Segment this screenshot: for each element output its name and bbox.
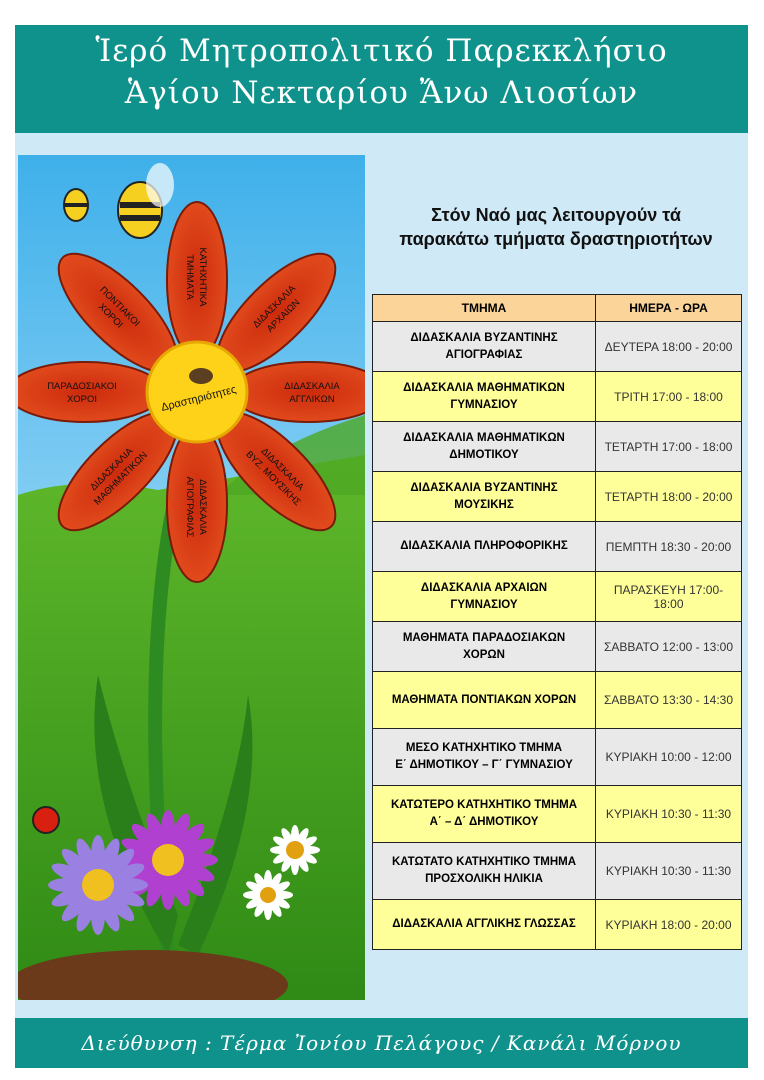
leaf (178, 695, 253, 955)
class-name-cell: ΔΙΔΑΣΚΑΛΙΑ ΜΑΘΗΜΑΤΙΚΩΝ ΓΥΜΝΑΣΙΟΥ (372, 371, 596, 422)
address-footer: Διεύθυνση : Τέρμα Ἰονίου Πελάγους / Κανά… (15, 1018, 748, 1068)
flower-center: Δραστηριότητες (145, 340, 249, 444)
column-header: ΤΜΗΜΑ (372, 294, 596, 322)
schedule-cell: ΣΑΒΒΑΤΟ 13:30 - 14:30 (595, 671, 742, 729)
petal-label: ΤΜΗΜΑΤΑ (184, 254, 195, 300)
schedule-cell: ΤΕΤΑΡΤΗ 17:00 - 18:00 (595, 421, 742, 472)
schedule-cell: ΤΡΙΤΗ 17:00 - 18:00 (595, 371, 742, 422)
class-name-line: Α΄ – Δ΄ ΔΗΜΟΤΙΚΟΥ (429, 816, 539, 828)
class-name-line: ΔΙΔΑΣΚΑΛΙΑ ΑΓΓΛΙΚΗΣ ΓΛΩΣΣΑΣ (392, 918, 576, 930)
bee-icon (189, 368, 213, 384)
class-name-line: ΑΓΙΟΓΡΑΦΙΑΣ (445, 348, 523, 361)
schedule-cell: ΚΥΡΙΑΚΗ 10:30 - 11:30 (595, 842, 742, 900)
class-name-line: ΜΑΘΗΜΑΤΑ ΠΟΝΤΙΑΚΩΝ ΧΟΡΩΝ (391, 693, 577, 706)
class-name-line: ΜΕΣΟ ΚΑΤΗΧΗΤΙΚΟ ΤΜΗΜΑ (405, 742, 563, 754)
class-name-cell: ΜΑΘΗΜΑΤΑ ΠΟΝΤΙΑΚΩΝ ΧΟΡΩΝ (372, 671, 596, 729)
heading-line-1: Στόν Ναό μας λειτουργούν τά (431, 205, 681, 225)
class-name-cell: ΔΙΔΑΣΚΑΛΙΑ ΑΓΓΛΙΚΗΣ ΓΛΩΣΣΑΣ (372, 899, 596, 950)
title-line-1: Ἱερό Μητροπολιτικό Παρεκκλήσιο (95, 33, 668, 69)
class-name-line: ΜΑΘΗΜΑΤΑ ΠΑΡΑΔΟΣΙΑΚΩΝ (402, 631, 566, 644)
schedule-cell: ΚΥΡΙΑΚΗ 10:00 - 12:00 (595, 728, 742, 786)
title-banner: Ἱερό Μητροπολιτικό Παρεκκλήσιο Ἁγίου Νεκ… (15, 25, 748, 133)
heading-line-2: παρακάτω τμήματα δραστηριοτήτων (399, 229, 713, 249)
table-row: ΜΑΘΗΜΑΤΑ ΠΟΝΤΙΑΚΩΝ ΧΟΡΩΝ ΣΑΒΒΑΤΟ 13:30 - … (372, 671, 742, 729)
bee-icon (63, 188, 89, 222)
class-name-line: ΔΙΔΑΣΚΑΛΙΑ ΒΥΖΑΝΤΙΝΗΣ (410, 331, 558, 344)
class-name-cell: ΜΕΣΟ ΚΑΤΗΧΗΤΙΚΟ ΤΜΗΜΑ Ε΄ ΔΗΜΟΤΙΚΟΥ – Γ΄ Γ… (372, 728, 596, 786)
class-name-line: ΔΙΔΑΣΚΑΛΙΑ ΒΥΖΑΝΤΙΝΗΣ (410, 481, 558, 494)
class-name-line: ΓΥΜΝΑΣΙΟΥ (450, 398, 518, 411)
table-row: ΚΑΤΩΤΑΤΟ ΚΑΤΗΧΗΤΙΚΟ ΤΜΗΜΑ ΠΡΟΣΧΟΛΙΚΗ ΗΛΙΚ… (372, 842, 742, 900)
schedule-table: ΤΜΗΜΑ ΗΜΕΡΑ - ΩΡΑ ΔΙΔΑΣΚΑΛΙΑ ΒΥΖΑΝΤΙΝΗΣ Α… (372, 294, 742, 950)
class-name-cell: ΔΙΔΑΣΚΑΛΙΑ ΒΥΖΑΝΤΙΝΗΣ ΜΟΥΣΙΚΗΣ (372, 471, 596, 522)
class-name-cell: ΚΑΤΩΤΕΡΟ ΚΑΤΗΧΗΤΙΚΟ ΤΜΗΜΑ Α΄ – Δ΄ ΔΗΜΟΤΙΚ… (372, 785, 596, 843)
white-daisy (243, 870, 293, 920)
class-name-line: ΜΟΥΣΙΚΗΣ (454, 498, 514, 511)
petal-label: ΔΙΔΑΣΚΑΛΙΑ (197, 479, 208, 535)
class-name-cell: ΜΑΘΗΜΑΤΑ ΠΑΡΑΔΟΣΙΑΚΩΝ ΧΟΡΩΝ (372, 621, 596, 672)
petal: ΔΙΔΑΣΚΑΛΙΑ ΑΓΓΛΙΚΩΝ (230, 361, 365, 423)
table-row: ΔΙΔΑΣΚΑΛΙΑ ΜΑΘΗΜΑΤΙΚΩΝ ΓΥΜΝΑΣΙΟΥ ΤΡΙΤΗ 17:… (372, 371, 742, 422)
class-name-cell: ΔΙΔΑΣΚΑΛΙΑ ΑΡΧΑΙΩΝ ΓΥΜΝΑΣΙΟΥ (372, 571, 596, 622)
bee-icon (117, 163, 174, 239)
table-header-row: ΤΜΗΜΑ ΗΜΕΡΑ - ΩΡΑ (372, 294, 742, 322)
class-name-cell: ΔΙΔΑΣΚΑΛΙΑ ΠΛΗΡΟΦΟΡΙΚΗΣ (372, 521, 596, 572)
table-row: ΔΙΔΑΣΚΑΛΙΑ ΒΥΖΑΝΤΙΝΗΣ ΑΓΙΟΓΡΑΦΙΑΣ ΔΕΥΤΕΡΑ … (372, 321, 742, 372)
schedule-cell: ΔΕΥΤΕΡΑ 18:00 - 20:00 (595, 321, 742, 372)
petal-label: ΔΙΔΑΣΚΑΛΙΑ (284, 381, 340, 392)
class-name-cell: ΚΑΤΩΤΑΤΟ ΚΑΤΗΧΗΤΙΚΟ ΤΜΗΜΑ ΠΡΟΣΧΟΛΙΚΗ ΗΛΙΚ… (372, 842, 596, 900)
petal-label: ΠΑΡΑΔΟΣΙΑΚΟΙ (47, 381, 117, 392)
schedule-cell: ΠΑΡΑΣΚΕΥΗ 17:00-18:00 (595, 571, 742, 622)
schedule-cell: ΚΥΡΙΑΚΗ 18:00 - 20:00 (595, 899, 742, 950)
table-row: ΔΙΔΑΣΚΑΛΙΑ ΑΡΧΑΙΩΝ ΓΥΜΝΑΣΙΟΥ ΠΑΡΑΣΚΕΥΗ 17:… (372, 571, 742, 622)
section-heading: Στόν Ναό μας λειτουργούν τά παρακάτω τμή… (368, 203, 744, 251)
class-name-line: ΠΡΟΣΧΟΛΙΚΗ ΗΛΙΚΙΑ (425, 873, 543, 885)
class-name-line: Ε΄ ΔΗΜΟΤΙΚΟΥ – Γ΄ ΓΥΜΝΑΣΙΟΥ (395, 759, 573, 771)
class-name-cell: ΔΙΔΑΣΚΑΛΙΑ ΜΑΘΗΜΑΤΙΚΩΝ ΔΗΜΟΤΙΚΟΥ (372, 421, 596, 472)
table-row: ΚΑΤΩΤΕΡΟ ΚΑΤΗΧΗΤΙΚΟ ΤΜΗΜΑ Α΄ – Δ΄ ΔΗΜΟΤΙΚ… (372, 785, 742, 843)
class-name-line: ΔΙΔΑΣΚΑΛΙΑ ΜΑΘΗΜΑΤΙΚΩΝ (403, 431, 565, 444)
schedule-cell: ΠΕΜΠΤΗ 18:30 - 20:00 (595, 521, 742, 572)
table-row: ΜΕΣΟ ΚΑΤΗΧΗΤΙΚΟ ΤΜΗΜΑ Ε΄ ΔΗΜΟΤΙΚΟΥ – Γ΄ Γ… (372, 728, 742, 786)
white-daisy (270, 825, 320, 875)
class-name-line: ΔΗΜΟΤΙΚΟΥ (449, 448, 519, 461)
table-row: ΔΙΔΑΣΚΑΛΙΑ ΠΛΗΡΟΦΟΡΙΚΗΣ ΠΕΜΠΤΗ 18:30 - 20… (372, 521, 742, 572)
title-line-2: Ἁγίου Νεκταρίου Ἄνω Λιοσίων (124, 75, 639, 111)
schedule-cell: ΤΕΤΑΡΤΗ 18:00 - 20:00 (595, 471, 742, 522)
petal-label: ΧΟΡΟΙ (67, 394, 97, 405)
lilac-daisy (48, 835, 148, 935)
petal-label: ΚΑΤΗΧΗΤΙΚΑ (197, 248, 208, 308)
petal-label: ΑΓΙΟΓΡΑΦΙΑΣ (184, 477, 195, 538)
class-name-line: ΔΙΔΑΣΚΑΛΙΑ ΑΡΧΑΙΩΝ (420, 581, 548, 594)
soil (18, 950, 288, 1000)
column-header: ΗΜΕΡΑ - ΩΡΑ (595, 294, 742, 322)
schedule-cell: ΚΥΡΙΑΚΗ 10:30 - 11:30 (595, 785, 742, 843)
flower-illustration: ΚΑΤΗΧΗΤΙΚΑΤΜΗΜΑΤΑΔΙΔΑΣΚΑΛΙΑΑΡΧΑΙΩΝΔΙΔΑΣΚ… (18, 155, 365, 1000)
table-row: ΔΙΔΑΣΚΑΛΙΑ ΜΑΘΗΜΑΤΙΚΩΝ ΔΗΜΟΤΙΚΟΥ ΤΕΤΑΡΤΗ 1… (372, 421, 742, 472)
table-row: ΔΙΔΑΣΚΑΛΙΑ ΒΥΖΑΝΤΙΝΗΣ ΜΟΥΣΙΚΗΣ ΤΕΤΑΡΤΗ 18:… (372, 471, 742, 522)
class-name-line: ΔΙΔΑΣΚΑΛΙΑ ΜΑΘΗΜΑΤΙΚΩΝ (403, 381, 565, 394)
class-name-line: ΧΟΡΩΝ (463, 648, 505, 661)
table-row: ΜΑΘΗΜΑΤΑ ΠΑΡΑΔΟΣΙΑΚΩΝ ΧΟΡΩΝ ΣΑΒΒΑΤΟ 12:00 … (372, 621, 742, 672)
class-name-line: ΓΥΜΝΑΣΙΟΥ (450, 598, 518, 611)
ladybug-icon (32, 806, 60, 834)
petal-label: ΑΓΓΛΙΚΩΝ (289, 394, 334, 405)
class-name-line: ΔΙΔΑΣΚΑΛΙΑ ΠΛΗΡΟΦΟΡΙΚΗΣ (400, 540, 568, 552)
class-name-line: ΚΑΤΩΤΑΤΟ ΚΑΤΗΧΗΤΙΚΟ ΤΜΗΜΑ (391, 856, 577, 868)
class-name-cell: ΔΙΔΑΣΚΑΛΙΑ ΒΥΖΑΝΤΙΝΗΣ ΑΓΙΟΓΡΑΦΙΑΣ (372, 321, 596, 372)
table-row: ΔΙΔΑΣΚΑΛΙΑ ΑΓΓΛΙΚΗΣ ΓΛΩΣΣΑΣ ΚΥΡΙΑΚΗ 18:00… (372, 899, 742, 950)
petal: ΠΑΡΑΔΟΣΙΑΚΟΙ ΧΟΡΟΙ (18, 361, 164, 423)
schedule-cell: ΣΑΒΒΑΤΟ 12:00 - 13:00 (595, 621, 742, 672)
class-name-line: ΚΑΤΩΤΕΡΟ ΚΑΤΗΧΗΤΙΚΟ ΤΜΗΜΑ (390, 799, 578, 811)
